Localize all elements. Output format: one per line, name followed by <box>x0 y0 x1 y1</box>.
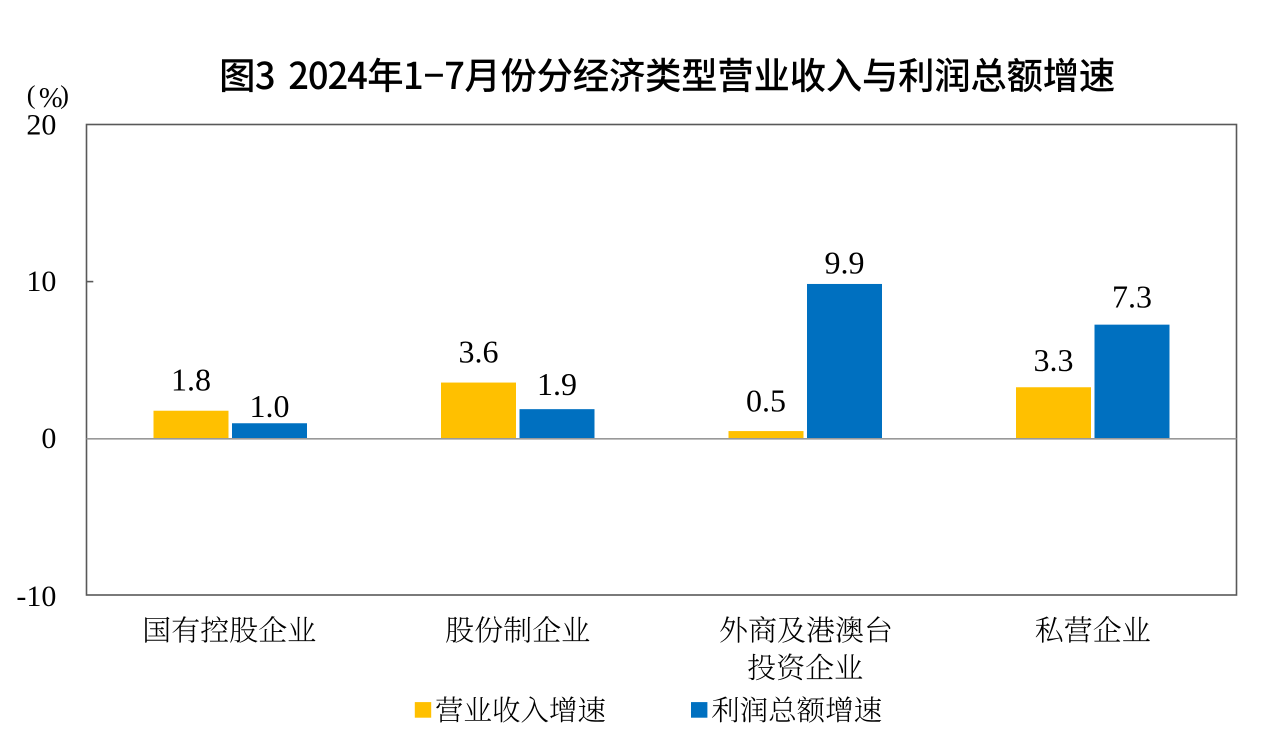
svg-text:1.8: 1.8 <box>171 361 211 397</box>
svg-text:7.3: 7.3 <box>1112 279 1152 315</box>
svg-text:3.3: 3.3 <box>1034 342 1074 378</box>
svg-text:1.0: 1.0 <box>250 388 290 424</box>
svg-text:-10: -10 <box>16 580 56 613</box>
svg-text:9.9: 9.9 <box>825 244 865 280</box>
svg-text:%: % <box>39 83 63 114</box>
svg-text:3.6: 3.6 <box>459 333 499 369</box>
svg-text:): ) <box>60 80 69 110</box>
svg-text:10: 10 <box>26 265 56 298</box>
svg-text:20: 20 <box>26 109 56 142</box>
svg-text:1.9: 1.9 <box>537 366 577 402</box>
svg-text:0.5: 0.5 <box>746 383 786 419</box>
svg-text:0: 0 <box>41 422 56 455</box>
svg-text:(: ( <box>27 80 36 110</box>
